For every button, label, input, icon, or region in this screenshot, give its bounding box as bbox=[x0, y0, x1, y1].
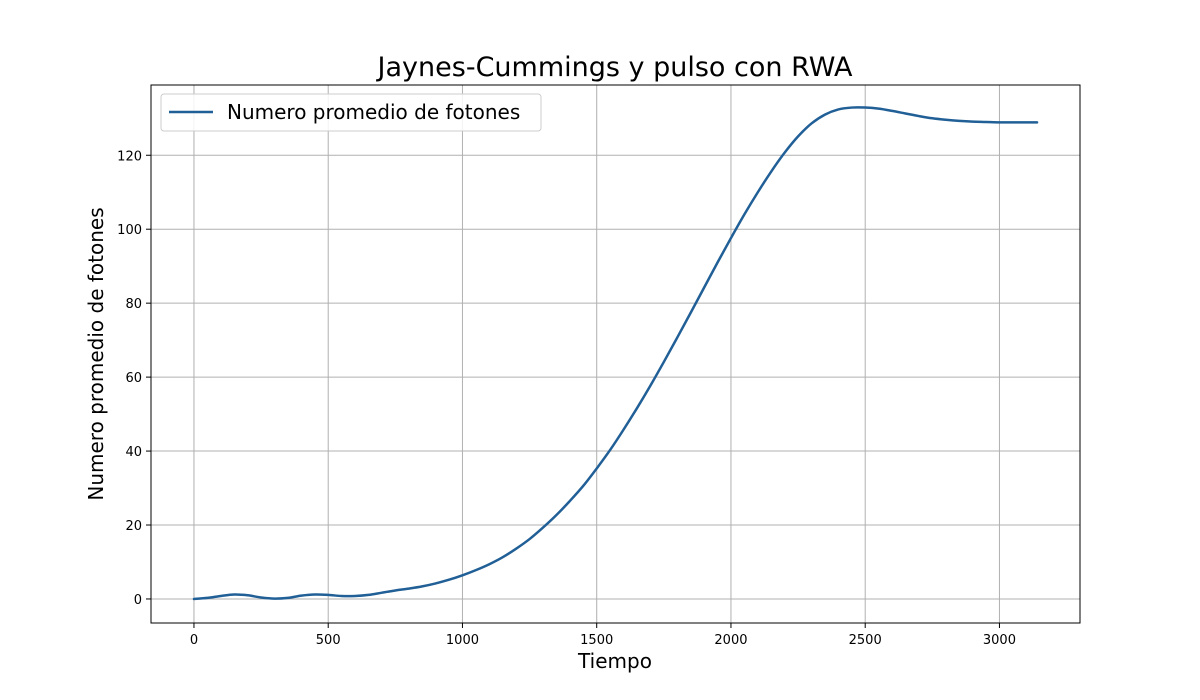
x-tick-label: 1500 bbox=[580, 633, 613, 648]
y-axis-title: Numero promedio de fotones bbox=[84, 207, 108, 500]
x-tick-label: 2000 bbox=[714, 633, 747, 648]
y-tick-label: 80 bbox=[125, 297, 142, 312]
x-tick-label: 2500 bbox=[849, 633, 882, 648]
y-tick-label: 120 bbox=[117, 149, 142, 164]
chart-title: Jaynes-Cummings y pulso con RWA bbox=[376, 52, 853, 83]
x-tick-label: 3000 bbox=[983, 633, 1016, 648]
y-tick-label: 100 bbox=[117, 223, 142, 238]
y-tick-label: 40 bbox=[125, 445, 142, 460]
series-line bbox=[192, 106, 1039, 601]
series-layer bbox=[192, 106, 1039, 601]
x-tick-label: 500 bbox=[316, 633, 341, 648]
x-axis-title: Tiempo bbox=[577, 649, 652, 673]
x-tick-label: 1000 bbox=[446, 633, 479, 648]
plot-frame bbox=[150, 84, 1081, 624]
legend-label: Numero promedio de fotones bbox=[227, 100, 520, 124]
y-tick-label: 20 bbox=[125, 519, 142, 534]
x-tick-label: 0 bbox=[190, 633, 198, 648]
y-tick-label: 0 bbox=[134, 593, 142, 608]
grid-layer bbox=[151, 85, 1080, 623]
legend-box bbox=[160, 93, 542, 132]
ticks-layer: 0 500 1000 1500 2000 2500 3000 0 20 40 60 80 100 120 bbox=[117, 149, 1016, 648]
y-tick-label: 60 bbox=[125, 371, 142, 386]
legend: Numero promedio de fotones bbox=[160, 93, 542, 132]
